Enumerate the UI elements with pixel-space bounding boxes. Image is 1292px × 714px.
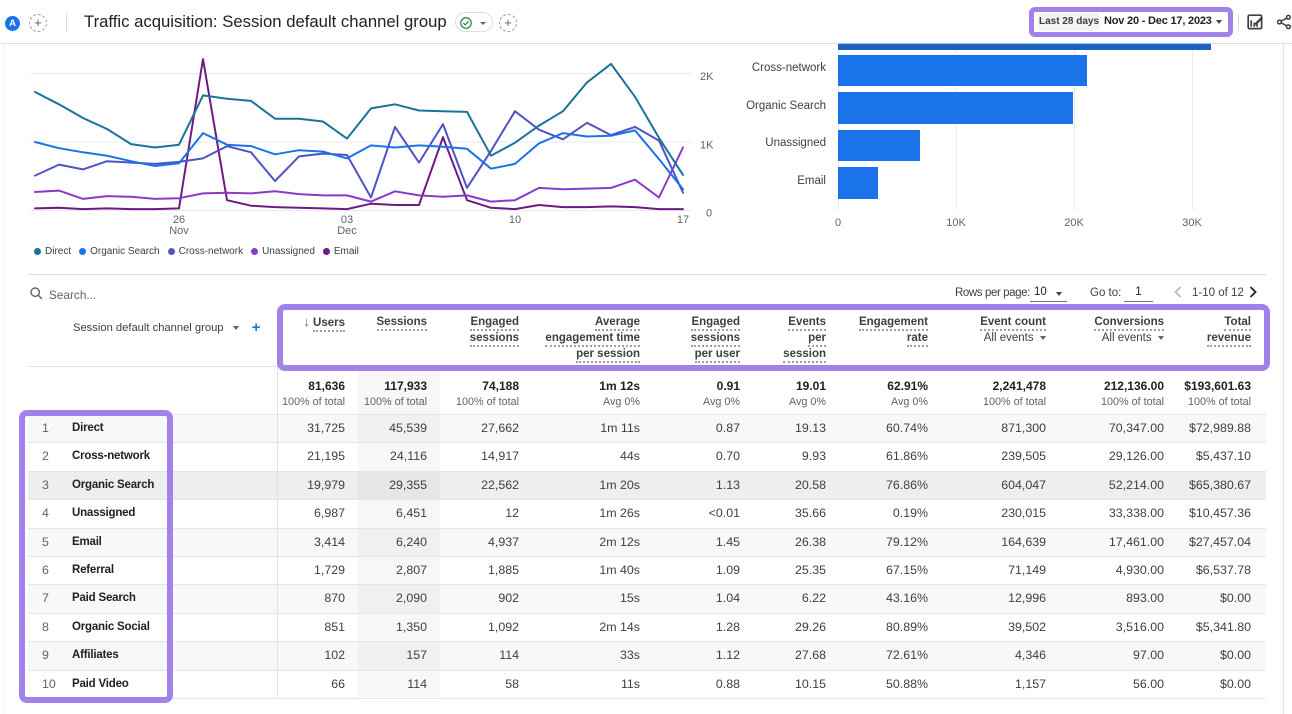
svg-text:Nov: Nov: [169, 225, 189, 237]
svg-text:Dec: Dec: [337, 225, 357, 237]
svg-text:0: 0: [706, 208, 712, 220]
svg-text:26: 26: [173, 214, 185, 226]
svg-text:17: 17: [677, 214, 689, 226]
svg-text:03: 03: [341, 214, 353, 226]
svg-text:2K: 2K: [700, 71, 714, 83]
svg-text:1K: 1K: [700, 140, 714, 152]
svg-text:10: 10: [509, 214, 521, 226]
